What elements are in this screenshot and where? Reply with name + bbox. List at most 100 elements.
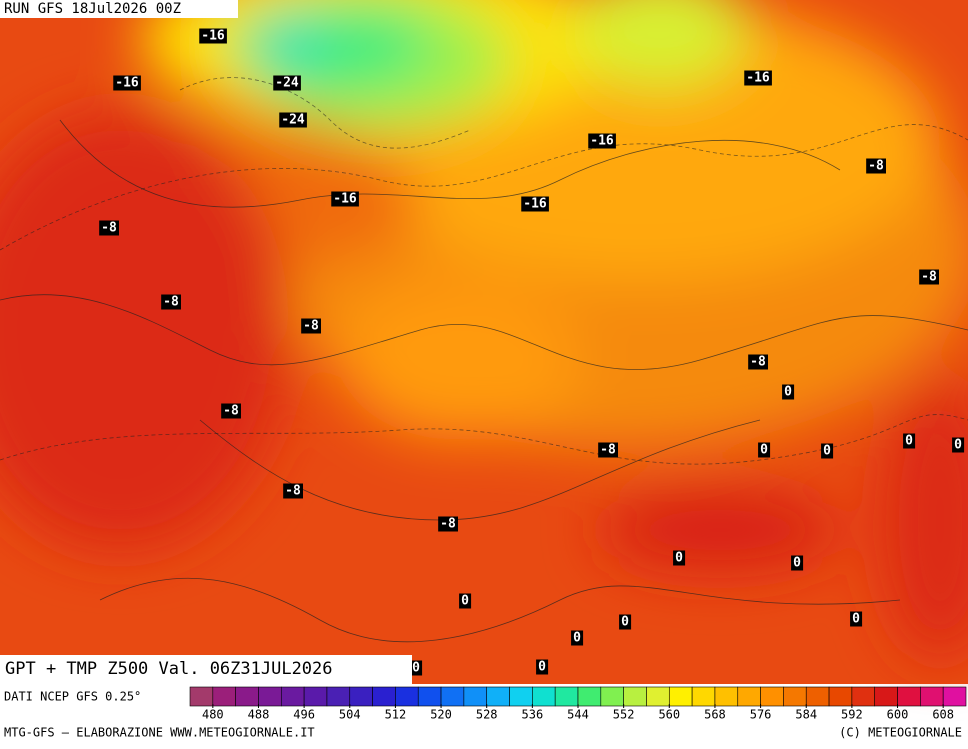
contour-label-text: -16 — [523, 197, 547, 212]
contour-label-box — [279, 112, 307, 128]
contour-label-box — [99, 220, 119, 236]
color-swatch — [828, 686, 853, 707]
contour-label-text: -8 — [285, 484, 301, 499]
color-swatch — [509, 686, 533, 707]
contour-label: -8 — [866, 158, 886, 174]
contour-label: 0 — [571, 630, 584, 646]
contour-label-text: -8 — [921, 270, 937, 285]
product-title: GPT + TMP Z500 Val. 06Z31JUL2026 — [5, 659, 333, 679]
contour-label-text: -16 — [333, 192, 357, 207]
contour-label: 0 — [850, 611, 863, 627]
contour-label-text: 0 — [621, 615, 629, 630]
contour-label-text: 0 — [954, 438, 962, 453]
contour-label: -16 — [588, 133, 616, 149]
color-swatch — [942, 686, 967, 707]
contour-labels: -16 -16 -24 -24 -16 -16 -16 -16 -8 -8 -8 -8 -8 -8 -8 0 -… — [99, 28, 965, 676]
contour-label-text: 0 — [793, 556, 801, 571]
colorbar-tick-label: 512 — [385, 708, 407, 722]
color-swatch — [874, 686, 898, 707]
colorbar-tick-label: 528 — [476, 708, 498, 722]
colorbar-tick-label: 608 — [932, 708, 954, 722]
contour-label: -24 — [279, 112, 307, 128]
color-swatch — [805, 686, 830, 707]
contour-label-text: 0 — [784, 385, 792, 400]
color-swatch — [303, 686, 328, 707]
contour-label-box — [952, 437, 965, 453]
contour-label: 0 — [536, 659, 549, 675]
contour-label-text: 0 — [760, 443, 768, 458]
color-swatch — [532, 686, 556, 707]
contour-label: -24 — [273, 75, 301, 91]
contour-label-box — [758, 442, 771, 458]
header-box — [0, 0, 238, 18]
data-source: DATI NCEP GFS 0.25° — [4, 690, 141, 704]
contour-label-box — [331, 191, 359, 207]
contour-label-box — [438, 516, 458, 532]
contour-label-box — [850, 611, 863, 627]
colorbar: 480 488 496 504 512 520 528 536 544 552 560 568 576 5… — [189, 686, 967, 722]
colorbar-tick-label: 584 — [795, 708, 817, 722]
colorbar-tick-label: 488 — [248, 708, 270, 722]
contour-label-box — [301, 318, 321, 334]
contour-label: 0 — [619, 614, 632, 630]
contour-label-box — [588, 133, 616, 149]
contour-label-text: -16 — [746, 71, 770, 86]
colorbar-tick-label: 496 — [293, 708, 315, 722]
color-swatch — [554, 686, 579, 707]
contour-label-text: 0 — [412, 661, 420, 676]
contour-label: -8 — [301, 318, 321, 334]
contour-label-text: 0 — [852, 612, 860, 627]
contour-label-text: -24 — [275, 76, 299, 91]
contour-label: -8 — [919, 269, 939, 285]
colorbar-tick-label: 536 — [522, 708, 544, 722]
contour-label-text: -8 — [440, 517, 456, 532]
contour-label: 0 — [782, 384, 795, 400]
contour-label-text: -8 — [868, 159, 884, 174]
contour-label: 0 — [821, 443, 834, 459]
contour-label-box — [782, 384, 795, 400]
color-swatch — [600, 686, 624, 707]
contour-label: 0 — [459, 593, 472, 609]
colorbar-tick-label: 568 — [704, 708, 726, 722]
contour-label-box — [283, 483, 303, 499]
contour-label-text: 0 — [823, 444, 831, 459]
footer-left: MTG-GFS — ELABORAZIONE WWW.METEOGIORNALE… — [4, 726, 315, 740]
color-swatch — [417, 686, 442, 707]
contour-label: -16 — [113, 75, 141, 91]
color-swatch — [326, 686, 351, 707]
contour-label-text: -8 — [600, 443, 616, 458]
color-swatch — [280, 686, 305, 707]
color-swatch — [783, 686, 807, 707]
color-swatch — [920, 686, 944, 707]
color-swatch — [372, 686, 396, 707]
contour-label: 0 — [903, 433, 916, 449]
color-swatch — [349, 686, 373, 707]
contour-label: 0 — [410, 660, 423, 676]
color-swatch — [235, 686, 259, 707]
contour-label-box — [410, 660, 423, 676]
color-swatch — [577, 686, 602, 707]
contour-label: 0 — [758, 442, 771, 458]
footer-right: (C) METEOGIORNALE — [839, 726, 962, 740]
contour-label: 0 — [952, 437, 965, 453]
contour-label-text: -8 — [750, 355, 766, 370]
contour-label-text: -8 — [101, 221, 117, 236]
colorbar-tick-label: 560 — [658, 708, 680, 722]
contour-label-box — [744, 70, 772, 86]
contour-label-text: 0 — [675, 551, 683, 566]
contour-label: -8 — [221, 403, 241, 419]
contour-label: -8 — [438, 516, 458, 532]
color-swatch — [668, 686, 693, 707]
colorbar-tick-label: 544 — [567, 708, 589, 722]
colorbar-tick-label: 520 — [430, 708, 452, 722]
colorbar-tick-label: 576 — [750, 708, 772, 722]
contour-label: -8 — [161, 294, 181, 310]
color-swatch — [897, 686, 921, 707]
contour-label: -16 — [744, 70, 772, 86]
contour-label-text: -8 — [223, 404, 239, 419]
color-swatch — [623, 686, 647, 707]
color-swatch — [851, 686, 876, 707]
contour-label: -8 — [99, 220, 119, 236]
contour-label-box — [598, 442, 618, 458]
